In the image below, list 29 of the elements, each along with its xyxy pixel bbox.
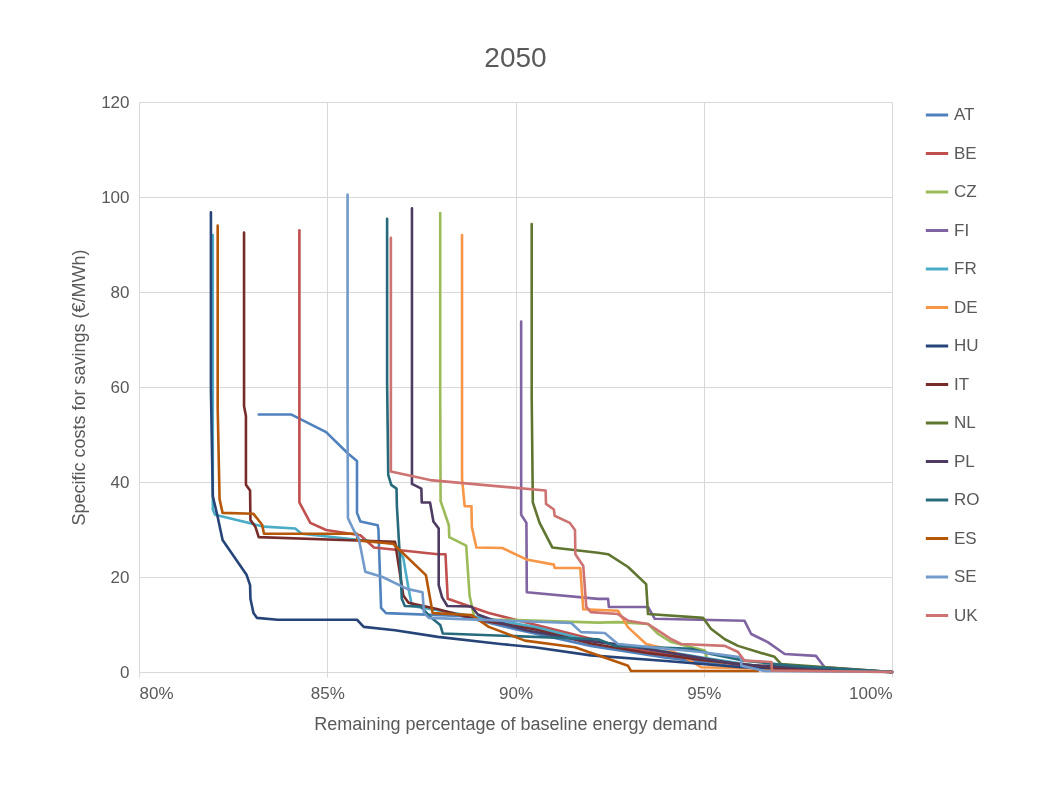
- y-tick-label: 60: [110, 377, 130, 397]
- x-tick-label: 90%: [498, 683, 534, 703]
- y-axis-title: Specific costs for savings (€/MWh): [69, 249, 90, 526]
- legend-label: CZ: [954, 182, 977, 201]
- legend-label: PL: [954, 451, 975, 471]
- x-tick-label: 100%: [849, 683, 893, 703]
- legend-label: RO: [954, 490, 980, 509]
- legend-label: IT: [954, 374, 970, 394]
- legend-label: UK: [954, 605, 979, 625]
- y-tick-label: 20: [110, 567, 130, 587]
- chart-title: 2050: [484, 42, 547, 73]
- y-tick-label: 120: [101, 92, 130, 112]
- legend-label: HU: [954, 336, 979, 355]
- y-tick-label: 100: [101, 187, 130, 207]
- y-tick-label: 40: [110, 472, 130, 492]
- y-tick-label: 80: [110, 282, 130, 302]
- legend-label: FI: [954, 220, 970, 240]
- y-tick-label: 0: [120, 662, 130, 682]
- legend-label: FR: [954, 259, 977, 278]
- legend-label: BE: [954, 143, 977, 163]
- legend-label: AT: [954, 105, 975, 124]
- x-tick-label: 85%: [310, 683, 345, 703]
- x-axis-title: Remaining percentage of baseline energy demand: [314, 713, 718, 734]
- legend-label: DE: [954, 297, 978, 317]
- legend-label: SE: [954, 567, 977, 586]
- legend-label: ES: [954, 528, 977, 548]
- x-tick-label: 80%: [139, 683, 174, 703]
- legend-label: NL: [954, 413, 976, 432]
- x-tick-label: 95%: [687, 683, 722, 703]
